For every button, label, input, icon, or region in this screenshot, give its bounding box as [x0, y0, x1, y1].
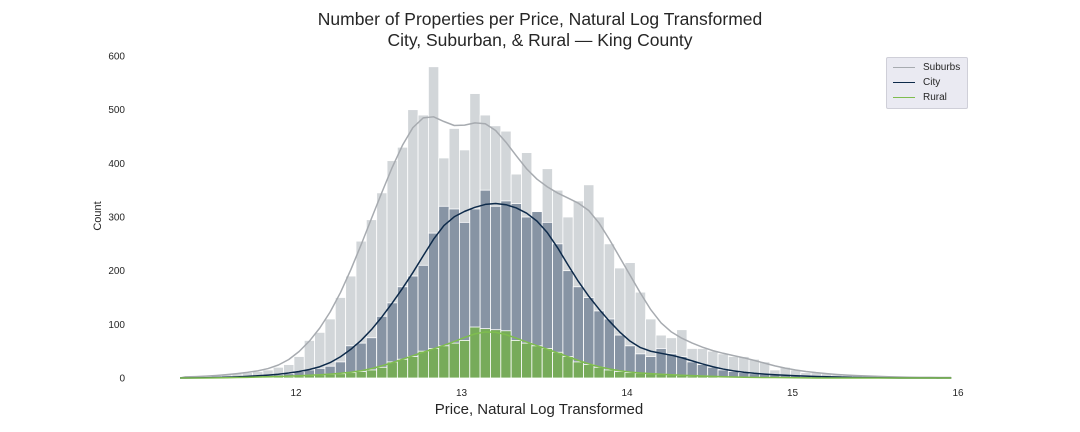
rural-bar	[355, 371, 367, 379]
y-axis-label: Count	[92, 201, 104, 230]
rural-bar	[448, 342, 460, 379]
y-axis: 0 100 200 300 400 500 600	[108, 52, 125, 385]
rural-bar	[490, 329, 502, 379]
x-axis-label: Price, Natural Log Transformed	[435, 401, 643, 418]
legend-item-rural: Rural	[893, 90, 947, 104]
rural-bar	[510, 340, 522, 379]
rural-kde-line	[180, 331, 952, 379]
legend-swatch-rural	[893, 96, 915, 98]
x-tick-label: 13	[456, 388, 468, 399]
legend-swatch-city	[893, 81, 915, 83]
chart-subtitle: City, Suburban, & Rural — King County	[387, 30, 693, 50]
x-tick-label: 15	[787, 388, 799, 399]
city-kde-line	[180, 202, 952, 379]
chart-title: Number of Properties per Price, Natural …	[317, 9, 763, 29]
bars-layer	[179, 66, 957, 379]
rural-bar	[531, 345, 543, 379]
x-axis: 12 13 14 15 16	[290, 388, 964, 399]
kde-layer	[179, 116, 952, 379]
rural-bar	[500, 330, 512, 379]
rural-bar	[345, 372, 357, 379]
y-tick-label: 100	[108, 320, 125, 331]
y-tick-label: 300	[108, 213, 125, 224]
rural-bar	[572, 361, 584, 379]
rural-bar	[376, 366, 388, 379]
suburbs-kde-line	[179, 116, 952, 379]
legend-item-suburbs: Suburbs	[893, 60, 960, 74]
rural-bar	[562, 356, 574, 379]
rural-bar	[334, 373, 347, 379]
x-tick-label: 16	[952, 388, 964, 399]
rural-bar	[583, 364, 595, 379]
rural-bar	[552, 351, 564, 379]
legend-swatch-suburbs	[893, 66, 915, 68]
rural-bar	[438, 345, 450, 379]
legend: Suburbs City Rural	[886, 57, 968, 109]
rural-bar	[427, 348, 440, 379]
y-tick-label: 0	[119, 374, 125, 385]
rural-bar	[479, 328, 491, 379]
rural-bar	[624, 372, 636, 379]
y-tick-label: 200	[108, 266, 125, 277]
rural-bar	[407, 356, 419, 379]
x-tick-label: 14	[621, 388, 633, 399]
y-tick-label: 600	[108, 52, 125, 63]
y-tick-label: 500	[108, 105, 125, 116]
x-tick-label: 12	[290, 388, 302, 399]
rural-bar	[417, 350, 429, 379]
rural-bar	[603, 369, 615, 379]
rural-bar	[593, 366, 605, 379]
y-tick-label: 400	[108, 159, 125, 170]
rural-bar	[396, 358, 409, 379]
legend-item-city: City	[893, 75, 940, 89]
rural-bar	[365, 369, 378, 379]
rural-bar	[541, 348, 553, 379]
legend-label-rural: Rural	[923, 91, 947, 103]
rural-bar	[459, 340, 471, 379]
rural-bar	[521, 342, 533, 379]
rural-bar	[614, 371, 626, 379]
legend-label-city: City	[923, 76, 941, 88]
legend-label-suburbs: Suburbs	[923, 61, 961, 73]
